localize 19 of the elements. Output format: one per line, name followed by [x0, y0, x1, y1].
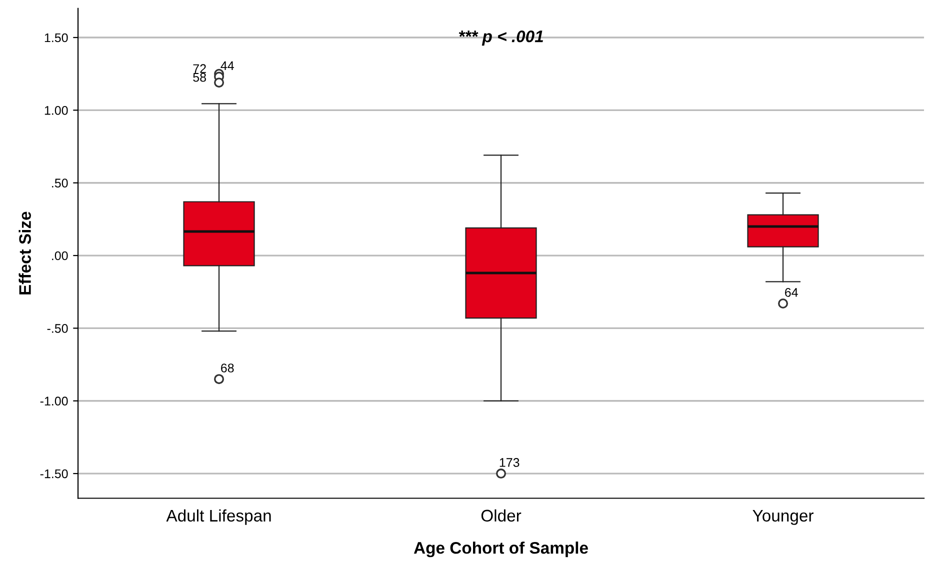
annotation: 173	[500, 458, 520, 467]
x-tick-label: Adult Lifespan	[166, 509, 271, 525]
x-tick-label: Older	[481, 509, 522, 522]
y-tick-label: 1.00	[44, 106, 68, 115]
annotation: 44	[220, 61, 234, 70]
y-tick-label: -.50	[47, 324, 68, 333]
y-tick-label: 1.50	[44, 33, 68, 42]
annotation: 58	[193, 72, 206, 82]
x-axis-title: Age Cohort of Sample	[414, 542, 588, 558]
x-tick-label: Younger	[752, 510, 814, 525]
y-tick-label: .00	[52, 251, 68, 260]
y-tick-label: .50	[52, 178, 68, 188]
annotation: *** p < .001	[458, 30, 543, 46]
y-tick-label: -1.00	[40, 396, 68, 406]
y-axis-title: Effect Size	[18, 212, 31, 294]
annotation: 68	[221, 364, 234, 372]
annotation: 64	[785, 288, 798, 297]
y-tick-label: -1.50	[40, 469, 68, 478]
annotation: 72	[193, 64, 206, 73]
